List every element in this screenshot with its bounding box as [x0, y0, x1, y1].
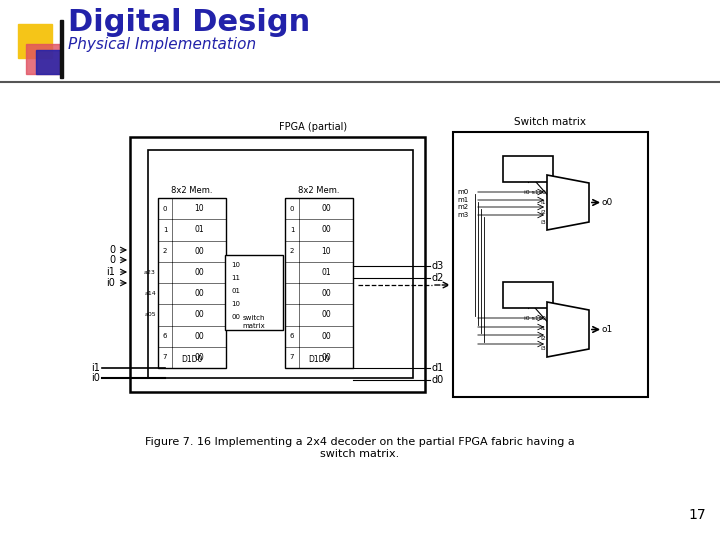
Text: FPGA (partial): FPGA (partial): [279, 122, 347, 132]
Text: d3: d3: [432, 261, 444, 271]
Bar: [503, 282, 553, 308]
Text: D1D0: D1D0: [181, 355, 203, 364]
Text: m1: m1: [457, 197, 468, 203]
Text: 4x1: 4x1: [561, 192, 575, 201]
Text: 00: 00: [194, 268, 204, 277]
Text: i2: i2: [540, 210, 546, 214]
Text: 6: 6: [289, 333, 294, 339]
Text: 00: 00: [321, 289, 331, 298]
Text: 0: 0: [109, 245, 115, 255]
Bar: [26, 44, 60, 74]
Text: Physical Implementation: Physical Implementation: [68, 37, 256, 52]
Text: a14: a14: [144, 291, 156, 296]
Text: D1D0: D1D0: [308, 355, 330, 364]
Bar: [36, 50, 62, 74]
Bar: [285, 198, 353, 368]
Text: i1: i1: [541, 199, 546, 205]
Text: 11: 11: [519, 288, 536, 301]
Text: 00: 00: [321, 332, 331, 341]
Text: 11: 11: [231, 275, 240, 281]
Text: a05: a05: [145, 312, 156, 318]
Text: switch matrix.: switch matrix.: [320, 449, 400, 459]
Text: 10: 10: [231, 301, 240, 307]
Text: m3: m3: [457, 212, 468, 218]
Text: i0: i0: [91, 373, 100, 383]
Text: 00: 00: [231, 314, 240, 320]
Bar: [60, 20, 63, 78]
Bar: [158, 198, 226, 368]
Text: 17: 17: [688, 508, 706, 522]
Text: 01: 01: [321, 268, 330, 277]
Text: i0: i0: [106, 278, 115, 288]
Text: 0: 0: [109, 255, 115, 265]
Text: 01: 01: [231, 288, 240, 294]
Text: Digital Design: Digital Design: [68, 8, 310, 37]
Text: 2: 2: [163, 248, 167, 254]
Text: m2: m2: [457, 204, 468, 210]
Text: Figure 7. 16 Implementing a 2x4 decoder on the partial FPGA fabric having a: Figure 7. 16 Implementing a 2x4 decoder …: [145, 437, 575, 447]
Bar: [503, 156, 553, 182]
Text: 10: 10: [321, 247, 330, 255]
Text: switch: switch: [243, 315, 265, 321]
Text: 2: 2: [290, 248, 294, 254]
Text: d2: d2: [432, 273, 444, 283]
Text: 8x2 Mem.: 8x2 Mem.: [298, 186, 340, 195]
Text: mux: mux: [559, 203, 577, 212]
Text: 6: 6: [163, 333, 167, 339]
Text: 0: 0: [163, 206, 167, 212]
Text: 7: 7: [163, 354, 167, 360]
Polygon shape: [547, 302, 589, 357]
Text: o0: o0: [601, 198, 612, 207]
Text: 1: 1: [289, 227, 294, 233]
Text: 7: 7: [289, 354, 294, 360]
Text: 01: 01: [194, 225, 204, 234]
Text: i1: i1: [106, 267, 115, 277]
Text: 8x2 Mem.: 8x2 Mem.: [171, 186, 212, 195]
Text: i0 s1s0: i0 s1s0: [524, 315, 546, 321]
Bar: [453, 132, 648, 397]
Text: mux: mux: [559, 330, 577, 339]
Text: i2: i2: [540, 335, 546, 341]
Text: i3: i3: [540, 346, 546, 350]
Text: 10: 10: [194, 204, 204, 213]
Bar: [18, 24, 52, 58]
Text: 00: 00: [194, 289, 204, 298]
Text: i1: i1: [541, 326, 546, 330]
Bar: [130, 137, 425, 392]
Text: o1: o1: [601, 325, 612, 334]
Text: 00: 00: [194, 353, 204, 362]
Text: matrix: matrix: [243, 323, 266, 329]
Text: 10: 10: [519, 163, 536, 176]
Polygon shape: [547, 175, 589, 230]
Text: i3: i3: [540, 219, 546, 225]
Bar: [148, 150, 413, 378]
Text: 00: 00: [321, 310, 331, 319]
Text: 10: 10: [231, 262, 240, 268]
Text: m0: m0: [457, 189, 468, 195]
Text: 00: 00: [321, 225, 331, 234]
Text: d1: d1: [432, 363, 444, 373]
Text: i0 s1s0: i0 s1s0: [524, 190, 546, 194]
Text: 0: 0: [289, 206, 294, 212]
Text: i1: i1: [91, 363, 100, 373]
Text: 4x1: 4x1: [561, 319, 575, 328]
Text: 1: 1: [163, 227, 167, 233]
Text: a23: a23: [144, 270, 156, 275]
Text: d0: d0: [432, 375, 444, 385]
Text: 00: 00: [321, 353, 331, 362]
Text: 00: 00: [194, 310, 204, 319]
Text: a15: a15: [271, 291, 283, 296]
Text: 00: 00: [321, 204, 331, 213]
Bar: [225, 255, 283, 330]
Text: a23: a23: [271, 270, 283, 275]
Text: 00: 00: [194, 247, 204, 255]
Text: a06: a06: [271, 312, 283, 318]
Text: 00: 00: [194, 332, 204, 341]
Text: Switch matrix: Switch matrix: [515, 117, 587, 127]
